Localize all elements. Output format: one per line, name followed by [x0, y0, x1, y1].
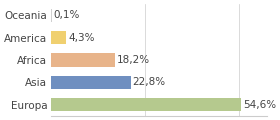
Bar [52, 76, 131, 89]
Bar [52, 53, 115, 67]
Text: 0,1%: 0,1% [53, 10, 80, 20]
Bar [52, 31, 66, 44]
Text: 54,6%: 54,6% [243, 100, 276, 110]
Text: 4,3%: 4,3% [68, 33, 95, 43]
Bar [52, 98, 241, 111]
Text: 18,2%: 18,2% [116, 55, 150, 65]
Text: 22,8%: 22,8% [132, 77, 165, 87]
